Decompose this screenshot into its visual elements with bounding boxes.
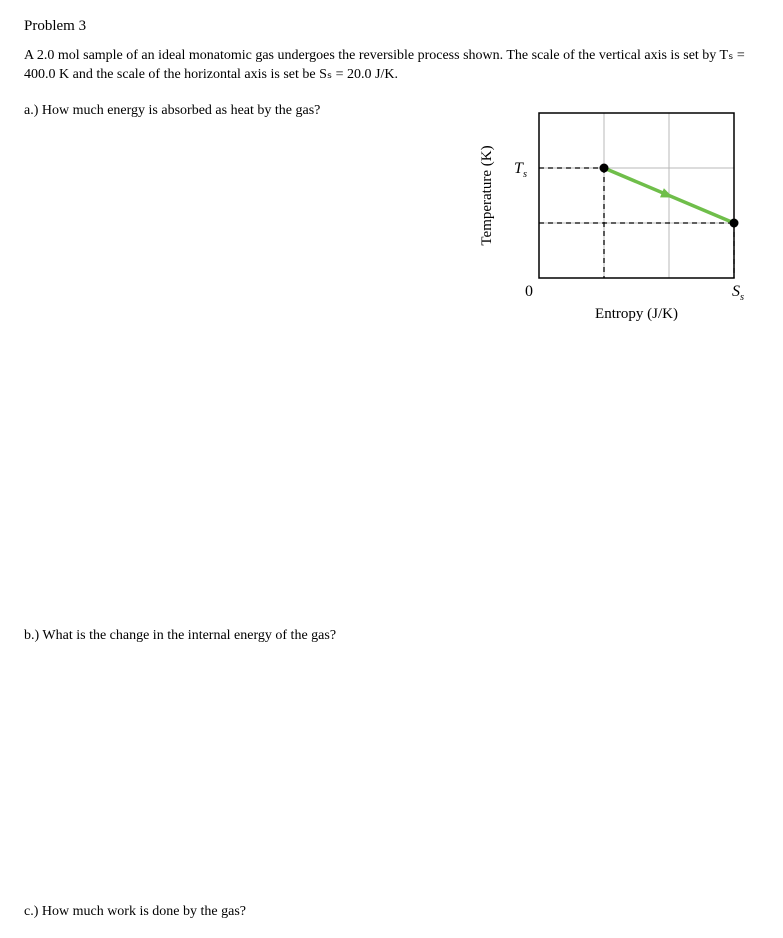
svg-text:0: 0 <box>525 283 533 300</box>
problem-intro: A 2.0 mol sample of an ideal monatomic g… <box>24 47 759 85</box>
part-c-text: c.) How much work is done by the gas? <box>24 904 759 920</box>
ts-diagram: 0 Ts Ss Temperature (K) Entropy (J/K) <box>469 103 759 338</box>
svg-text:Temperature (K): Temperature (K) <box>479 145 495 245</box>
part-a-text: a.) How much energy is absorbed as heat … <box>24 103 459 119</box>
svg-text:Entropy (J/K): Entropy (J/K) <box>595 306 678 322</box>
svg-text:Ts: Ts <box>514 160 527 180</box>
problem-title: Problem 3 <box>24 18 759 35</box>
part-b-text: b.) What is the change in the internal e… <box>24 628 759 644</box>
svg-text:Ss: Ss <box>732 283 744 303</box>
